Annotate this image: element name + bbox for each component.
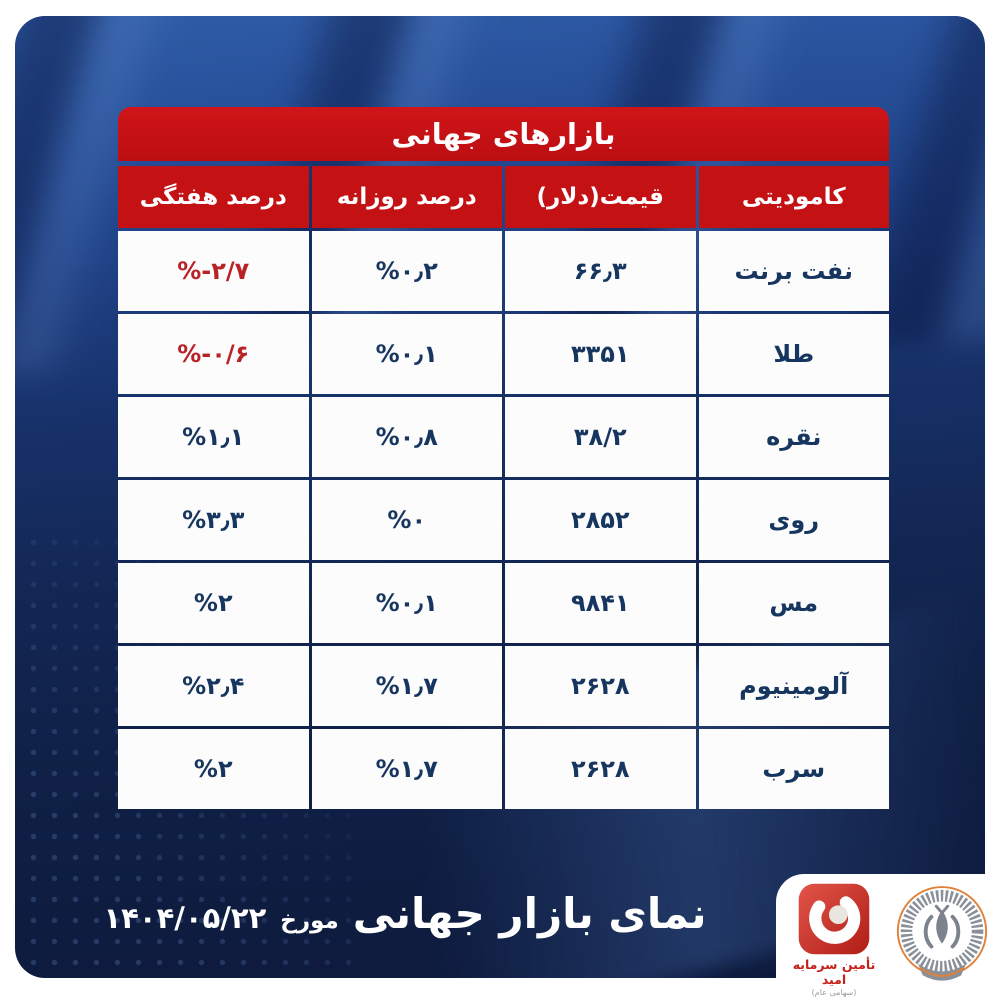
weekly-percent-cell: %-۰/۶ xyxy=(118,314,309,394)
commodity-cell: طلا xyxy=(698,314,889,394)
weekly-percent-cell: %۱٫۱ xyxy=(118,397,309,477)
weekly-percent-cell: %۲٫۴ xyxy=(118,646,309,726)
daily-percent-cell: %۰٫۱ xyxy=(311,314,502,394)
commodity-cell: نقره xyxy=(698,397,889,477)
price-cell: ۳۳۵۱ xyxy=(505,314,696,394)
daily-percent-cell: %۰٫۲ xyxy=(311,231,502,311)
commodity-cell: نفت برنت xyxy=(698,231,889,311)
table-title: بازارهای جهانی xyxy=(118,107,889,161)
commodity-cell: آلومینیوم xyxy=(698,646,889,726)
column-header-commodity: کامودیتی xyxy=(698,166,889,228)
omid-investment-logo: تأمین سرمایه امید (سهامی عام) xyxy=(782,883,886,997)
bank-sepah-emblem-icon xyxy=(896,886,988,981)
price-cell: ۲۶۲۸ xyxy=(505,729,696,809)
daily-percent-cell: %۰٫۸ xyxy=(311,397,502,477)
omid-swirl-icon xyxy=(798,883,870,955)
commodity-cell: سرب xyxy=(698,729,889,809)
daily-percent-cell: %۰ xyxy=(311,480,502,560)
bank-sepah-logo xyxy=(892,883,992,989)
omid-logo-subtitle: (سهامی عام) xyxy=(811,988,857,997)
footer-dated-label: مورخ xyxy=(280,908,339,934)
footer-date: ۱۴۰۴/۰۵/۲۲ xyxy=(103,901,267,935)
column-header-weekly: درصد هفتگی xyxy=(118,166,309,228)
column-header-price: قیمت(دلار) xyxy=(505,166,696,228)
column-header-daily: درصد روزانه xyxy=(311,166,502,228)
footer-caption: نمای بازار جهانی مورخ ۱۴۰۴/۰۵/۲۲ xyxy=(95,889,715,938)
weekly-percent-cell: %۳٫۳ xyxy=(118,480,309,560)
weekly-percent-cell: %۲ xyxy=(118,563,309,643)
daily-percent-cell: %۰٫۱ xyxy=(311,563,502,643)
price-cell: ۳۸/۲ xyxy=(505,397,696,477)
weekly-percent-cell: %۲ xyxy=(118,729,309,809)
price-cell: ۹۸۴۱ xyxy=(505,563,696,643)
commodity-cell: مس xyxy=(698,563,889,643)
weekly-percent-cell: %-۲/۷ xyxy=(118,231,309,311)
commodity-cell: روی xyxy=(698,480,889,560)
logo-card: تأمین سرمایه امید (سهامی عام) xyxy=(776,874,1000,1000)
global-markets-table: بازارهای جهانی کامودیتی قیمت(دلار) درصد رو… xyxy=(118,107,889,809)
market-grid: کامودیتی قیمت(دلار) درصد روزانه درصد هفتگی ن… xyxy=(118,166,889,809)
price-cell: ۲۸۵۲ xyxy=(505,480,696,560)
omid-logo-name: تأمین سرمایه امید xyxy=(792,957,876,987)
daily-percent-cell: %۱٫۷ xyxy=(311,729,502,809)
price-cell: ۲۶۲۸ xyxy=(505,646,696,726)
footer-title: نمای بازار جهانی xyxy=(352,889,707,938)
price-cell: ۶۶٫۳ xyxy=(505,231,696,311)
daily-percent-cell: %۱٫۷ xyxy=(311,646,502,726)
